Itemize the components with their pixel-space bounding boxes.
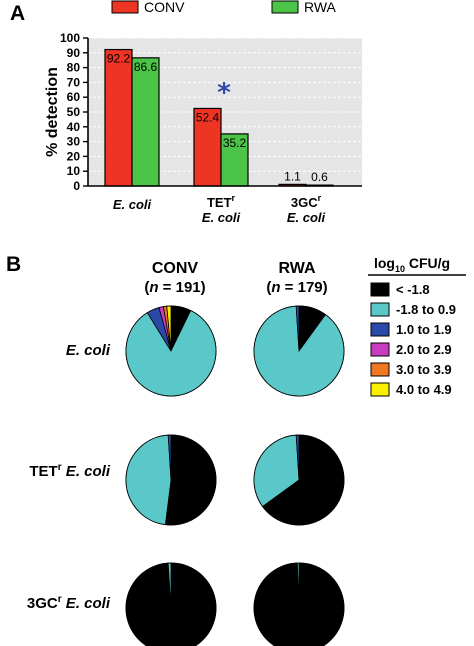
pie-legend-swatch <box>370 282 390 297</box>
y-tick-label: 60 <box>67 90 81 104</box>
y-tick-label: 100 <box>60 31 80 45</box>
col-n-rwa: (n = 179) <box>266 279 327 296</box>
pie-legend-swatch <box>370 302 390 317</box>
y-tick-label: 50 <box>67 105 81 119</box>
bar-legend: CONV RWA <box>111 0 337 15</box>
row-label-tet: TETr E. coli <box>29 462 110 480</box>
pie-legend-swatch <box>370 382 390 397</box>
x-label-3gc: 3GCr <box>291 193 322 210</box>
pie-slice <box>125 309 217 397</box>
pie-legend-items: < -1.8 -1.8 to 0.9 1.0 to 1.9 2.0 to 2.9 3.0… <box>370 282 456 397</box>
pie-slice <box>296 562 300 609</box>
y-tick-label: 0 <box>73 179 80 193</box>
y-tick-label: 20 <box>67 149 81 163</box>
x-label-tet-ecoli: E. coli <box>202 210 241 225</box>
significance-star: * <box>217 78 231 108</box>
pie-slice <box>167 562 172 609</box>
bar-value-label: 1.1 <box>284 169 301 183</box>
pie-legend-swatch <box>370 342 390 357</box>
panel-b-label: B <box>6 253 21 276</box>
pie-slice <box>253 305 345 397</box>
y-tick-label: 70 <box>67 75 81 89</box>
y-tick-label: 80 <box>67 61 81 75</box>
pie-row-labels: E. coli TETr E. coli 3GCr E. coli <box>27 342 111 612</box>
x-label-tet: TETr <box>207 193 236 210</box>
legend-label-conv: CONV <box>144 0 185 15</box>
x-label-ecoli: E. coli <box>113 197 152 212</box>
pie-slice <box>125 434 172 526</box>
pie-slice <box>262 434 345 526</box>
bar-value-labels: 92.2 52.4 1.1 86.6 35.2 0.6 <box>107 52 328 185</box>
pie-legend: log10 CFU/g < -1.8 -1.8 to 0.9 1.0 to 1.9 2… <box>368 255 466 397</box>
y-tick-label: 30 <box>67 135 81 149</box>
col-header-conv: CONV <box>152 260 199 277</box>
pie-slice <box>167 434 172 481</box>
pie-slice <box>166 305 172 352</box>
pie-legend-label: 2.0 to 2.9 <box>396 342 452 357</box>
y-tick-label: 40 <box>67 120 81 134</box>
pie-legend-label: -1.8 to 0.9 <box>396 302 456 317</box>
pie-slice <box>253 434 300 508</box>
bar-conv-0 <box>104 48 133 187</box>
bar-value-label: 35.2 <box>223 136 247 150</box>
pie-legend-title: log10 CFU/g <box>374 255 450 274</box>
pie-legend-swatch <box>370 362 390 377</box>
bar-value-label: 0.6 <box>311 170 328 184</box>
bar-value-label: 92.2 <box>107 52 131 66</box>
legend-label-rwa: RWA <box>304 0 337 15</box>
legend-swatch-rwa <box>271 0 299 14</box>
y-axis-label: % detection <box>44 67 61 157</box>
y-tick-label: 90 <box>67 46 81 60</box>
x-axis-labels: E. coli TETr E. coli 3GCr E. coli <box>113 193 326 225</box>
legend-swatch-conv <box>111 0 139 14</box>
pie-slice <box>295 434 300 481</box>
bar-value-label: 52.4 <box>196 110 220 124</box>
pie-legend-label: 1.0 to 1.9 <box>396 322 452 337</box>
pie-slice <box>164 434 217 526</box>
bar-value-label: 86.6 <box>134 60 158 74</box>
bar-rwa-0 <box>131 57 160 187</box>
pie-legend-label: 4.0 to 4.9 <box>396 382 452 397</box>
y-tick-label: 10 <box>67 164 81 178</box>
pie-charts <box>125 305 345 646</box>
panel-a-label: A <box>10 2 25 25</box>
pie-column-headers: CONV (n = 191) RWA (n = 179) <box>144 260 327 296</box>
col-header-rwa: RWA <box>278 260 315 277</box>
pie-legend-swatch <box>370 322 390 337</box>
x-label-3gc-ecoli: E. coli <box>287 210 326 225</box>
pie-legend-label: 3.0 to 3.9 <box>396 362 452 377</box>
row-label-ecoli: E. coli <box>66 342 111 359</box>
pie-slice <box>295 305 300 352</box>
col-n-conv: (n = 191) <box>144 279 205 296</box>
row-label-3gc: 3GCr E. coli <box>27 594 111 612</box>
bar-rwa-1 <box>220 133 249 187</box>
pie-legend-label: < -1.8 <box>396 282 430 297</box>
